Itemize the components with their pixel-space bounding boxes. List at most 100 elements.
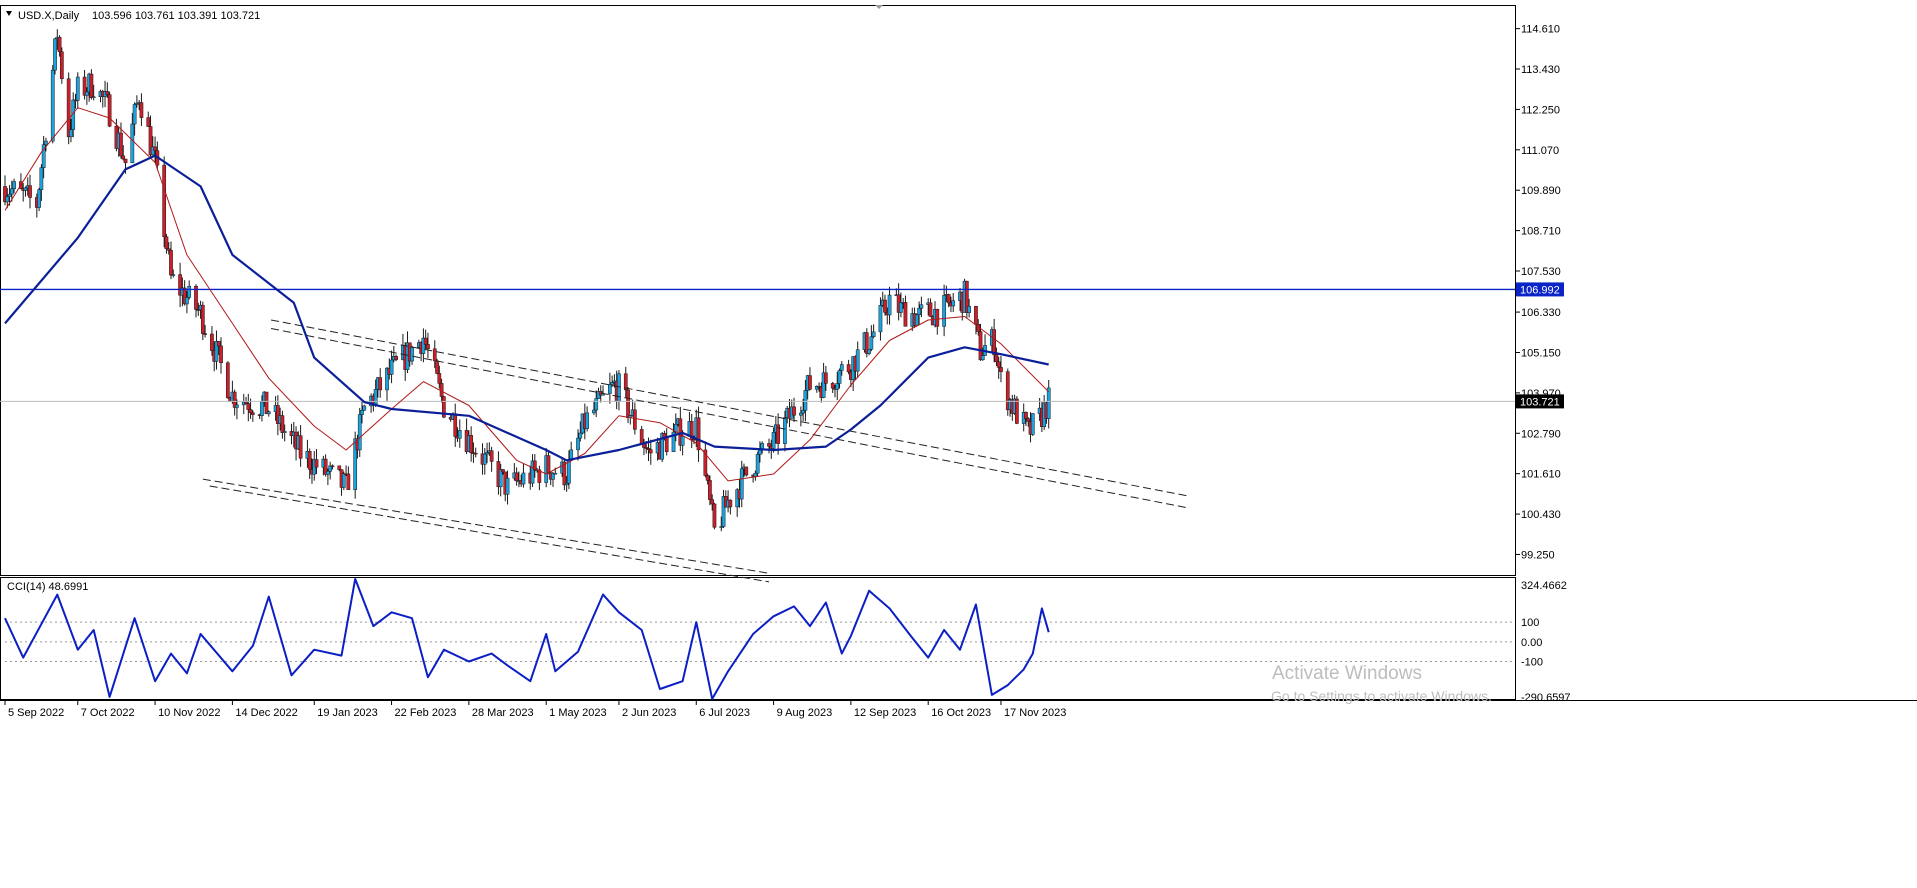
candle-body	[739, 468, 744, 500]
candle-body	[710, 499, 715, 505]
candle-body	[232, 391, 237, 408]
candle-body	[394, 356, 398, 360]
ohlc-values: 103.596 103.761 103.391 103.721	[92, 10, 260, 22]
candle-body	[264, 391, 269, 415]
candle-body	[107, 94, 112, 127]
candle-body	[992, 329, 996, 356]
candle-body	[219, 345, 223, 364]
candle-body	[282, 431, 287, 433]
candle-body	[501, 469, 505, 473]
candle-body	[610, 382, 614, 385]
candle-body	[648, 449, 653, 454]
candle-body	[59, 51, 64, 80]
candle-body	[626, 389, 630, 418]
candle-body	[1015, 398, 1019, 424]
candle-body	[671, 431, 676, 452]
candle-body	[928, 302, 933, 317]
candle-body	[1005, 371, 1010, 411]
date-axis-label: 5 Sep 2022	[8, 707, 64, 719]
resistance-price-tag: 106.992	[1520, 284, 1560, 296]
collapse-triangle-icon[interactable]	[6, 11, 12, 16]
price-layer	[0, 29, 1515, 583]
candle-body	[41, 144, 46, 168]
candle-body	[330, 465, 335, 468]
candle-body	[164, 236, 169, 250]
candle-body	[660, 433, 665, 460]
candle-body	[119, 132, 123, 157]
candle-body	[53, 38, 57, 71]
candle-body	[200, 304, 205, 334]
candle-body	[744, 466, 749, 476]
candle-body	[914, 314, 919, 326]
candle-body	[353, 438, 358, 490]
candle-body	[585, 412, 589, 429]
candle-body	[719, 526, 724, 528]
candle-body	[337, 465, 342, 470]
candle-body	[121, 155, 126, 160]
candle-body	[432, 348, 437, 362]
candle-body	[3, 186, 7, 203]
price-axis-label: 107.530	[1521, 266, 1561, 278]
current-price-tag: 103.721	[1520, 396, 1560, 408]
candle-body	[307, 451, 312, 470]
candle-body	[703, 449, 708, 476]
candle-body	[919, 304, 924, 309]
candle-body	[942, 295, 946, 327]
candle-body	[244, 401, 248, 404]
fast-moving-average	[4, 107, 1050, 482]
candle-body	[326, 471, 330, 475]
candle-body	[883, 299, 887, 313]
price-axis-label: 102.790	[1521, 428, 1561, 440]
candle-body	[314, 459, 319, 468]
candle-body	[37, 189, 41, 208]
candle-body	[251, 412, 255, 415]
candle-body	[5, 196, 10, 203]
candle-body	[758, 449, 762, 455]
candle-body	[194, 285, 198, 310]
candle-body	[246, 403, 251, 410]
candle-body	[708, 480, 712, 500]
candle-body	[1046, 387, 1051, 419]
candle-body	[946, 294, 951, 304]
candle-body	[564, 483, 569, 486]
date-axis-label: 14 Dec 2022	[235, 707, 297, 719]
candle-body	[187, 285, 192, 298]
candle-body	[139, 102, 144, 118]
candle-body	[837, 370, 842, 384]
price-axis-label: 106.330	[1521, 307, 1561, 319]
candle-body	[623, 373, 628, 391]
price-axis-label: 101.610	[1521, 469, 1561, 481]
candle-body	[280, 415, 285, 433]
candle-body	[85, 91, 89, 96]
candle-body	[135, 103, 139, 105]
date-axis-label: 12 Sep 2023	[854, 707, 916, 719]
candle-body	[980, 355, 985, 361]
candle-body	[824, 372, 828, 384]
axis-layer: 114.610 113.430 112.250 111.070 109.890 108.7…	[4, 24, 1571, 719]
shift-marker-icon[interactable]	[875, 5, 883, 9]
candle-body	[562, 461, 567, 486]
candle-body	[799, 412, 803, 416]
candle-body	[346, 473, 351, 490]
price-axis-label: 100.430	[1521, 509, 1561, 521]
candle-body	[783, 417, 787, 444]
candle-body	[1030, 413, 1035, 435]
candle-body	[389, 359, 394, 375]
indicator-panel-frame	[0, 577, 1516, 700]
candle-body	[82, 76, 87, 96]
candle-body	[646, 448, 651, 450]
cci-axis-label: 324.4662	[1521, 580, 1567, 592]
candle-body	[298, 435, 303, 459]
candle-body	[821, 372, 826, 398]
candle-body	[514, 472, 519, 482]
candle-body	[899, 302, 903, 313]
candle-body	[178, 274, 182, 296]
candle-body	[592, 409, 596, 414]
candle-body	[996, 361, 1001, 368]
date-axis-label: 28 Mar 2023	[472, 707, 534, 719]
date-axis-label: 22 Feb 2023	[395, 707, 457, 719]
candle-body	[1024, 411, 1028, 419]
cci-axis-label: -290.6597	[1521, 692, 1571, 704]
date-axis-label: 2 Jun 2023	[622, 707, 676, 719]
